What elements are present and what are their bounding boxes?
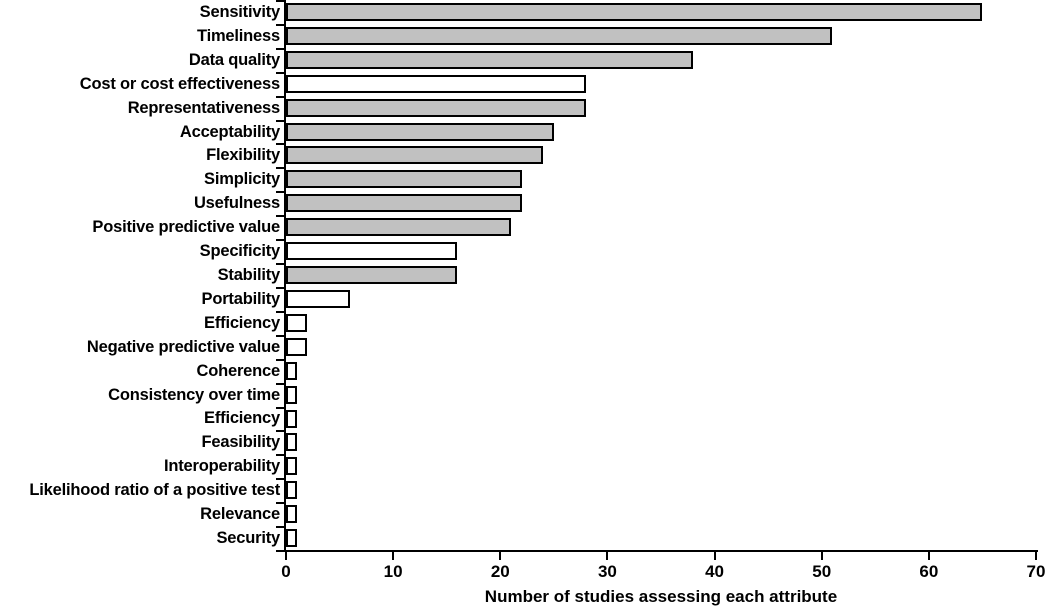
category-label-coherence-15: Coherence [196,361,281,380]
bar-sensitivity-0 [286,3,983,21]
category-label-negative-predictive-value-14: Negative predictive value [86,337,280,356]
bar-relevance-21 [286,505,297,524]
y-axis-tick [276,454,284,457]
x-tick-label-70: 70 [1026,562,1046,581]
category-label-sensitivity-0: Sensitivity [199,2,281,21]
bar-specificity-10 [286,242,458,261]
bar-feasibility-18 [286,433,297,452]
x-tick-label-10: 10 [383,562,403,581]
category-label-security-22: Security [216,529,280,548]
y-axis-tick [276,406,284,409]
category-label-efficiency-17: Efficiency [204,409,280,428]
y-axis-tick [276,119,284,122]
y-axis-line [284,0,286,552]
bar-data-quality-2 [286,50,694,69]
bar-security-22 [286,529,297,548]
category-label-acceptability-5: Acceptability [179,122,280,141]
y-axis-tick [276,263,284,266]
y-axis-tick [276,526,284,529]
x-axis-tick-60 [927,552,930,560]
category-label-timeliness-1: Timeliness [197,26,280,45]
category-label-efficiency-13: Efficiency [204,313,280,332]
bar-timeliness-1 [286,26,833,45]
x-axis-tick-30 [606,552,609,560]
y-axis-tick [276,382,284,385]
bar-interoperability-19 [286,457,297,476]
category-label-consistency-over-time-16: Consistency over time [108,385,280,404]
category-label-simplicity-7: Simplicity [204,170,280,189]
y-axis-tick [276,550,284,552]
x-axis-tick-10 [392,552,395,560]
bar-simplicity-7 [286,170,522,189]
category-label-representativeness-4: Representativeness [127,98,281,117]
y-axis-tick [276,167,284,170]
category-label-feasibility-18: Feasibility [201,433,281,452]
category-label-likelihood-ratio-of-a-positive-test-20: Likelihood ratio of a positive test [29,481,280,500]
x-axis-line [284,550,1038,552]
category-label-relevance-21: Relevance [200,505,280,524]
y-axis-tick [276,47,284,50]
x-tick-label-60: 60 [919,562,939,581]
bar-likelihood-ratio-of-a-positive-test-20 [286,481,297,500]
y-axis-tick [276,430,284,433]
category-label-stability-11: Stability [217,266,281,284]
x-axis-tick-70 [1035,552,1037,560]
x-axis-title: Number of studies assessing each attribu… [484,587,838,606]
y-axis-tick [276,95,284,98]
bar-coherence-15 [286,361,297,380]
x-tick-label-30: 30 [597,562,617,581]
bar-cost-or-cost-effectiveness-3 [286,74,586,93]
y-axis-tick [276,23,284,26]
x-tick-label-50: 50 [812,562,832,581]
bar-positive-predictive-value-9 [286,218,511,237]
y-axis-tick [276,0,284,2]
category-label-data-quality-2: Data quality [188,50,280,69]
x-tick-label-0: 0 [281,562,291,581]
x-axis-tick-20 [499,552,502,560]
bar-flexibility-6 [286,146,544,165]
y-axis-tick [276,358,284,361]
x-axis-tick-0 [285,552,287,560]
bar-representativeness-4 [286,98,586,117]
y-axis-tick [276,239,284,242]
y-axis-tick [276,478,284,481]
category-label-flexibility-6: Flexibility [206,146,280,165]
bar-acceptability-5 [286,122,554,141]
bar-portability-12 [286,289,351,308]
y-axis-tick [276,334,284,337]
bar-usefulness-8 [286,194,522,213]
category-label-specificity-10: Specificity [199,242,281,261]
bar-stability-11 [286,266,458,285]
category-label-usefulness-8: Usefulness [193,194,280,213]
y-axis-tick [276,191,284,194]
y-axis-tick [276,215,284,218]
bar-efficiency-17 [286,409,297,428]
x-tick-label-20: 20 [490,562,510,581]
x-axis-tick-40 [713,552,716,560]
y-axis-tick [276,502,284,505]
category-label-cost-or-cost-effectiveness-3: Cost or cost effectiveness [79,74,280,93]
bar-efficiency-13 [286,313,308,332]
x-axis-tick-50 [820,552,823,560]
bar-consistency-over-time-16 [286,385,297,404]
category-label-positive-predictive-value-9: Positive predictive value [92,218,280,237]
category-label-interoperability-19: Interoperability [164,457,280,476]
y-axis-tick [276,143,284,146]
category-label-portability-12: Portability [201,289,281,308]
y-axis-tick [276,286,284,289]
bar-negative-predictive-value-14 [286,337,308,356]
x-tick-label-40: 40 [705,562,725,581]
y-axis-tick [276,71,284,74]
y-axis-tick [276,310,284,313]
